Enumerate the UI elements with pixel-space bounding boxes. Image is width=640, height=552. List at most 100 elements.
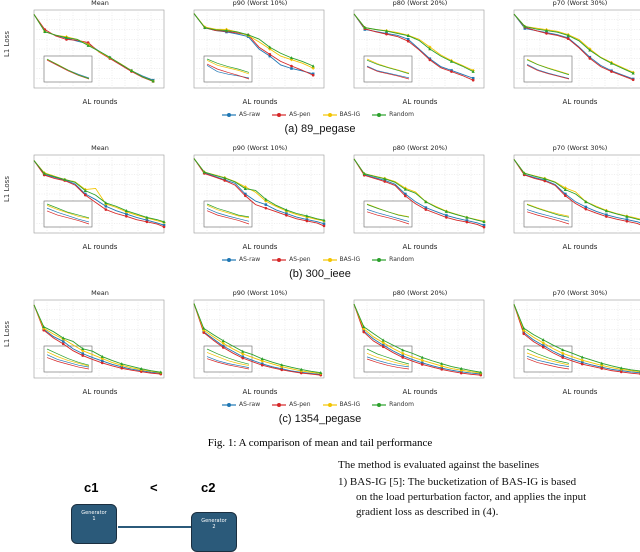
subfigure-caption: (a) 89_pegase [284,123,356,135]
marker-square [311,72,315,76]
marker-triangle [64,36,69,40]
marker-triangle [522,171,526,175]
marker-square [260,362,264,366]
inset-series-Random [206,58,250,73]
plot-area [513,9,640,89]
marker-square [381,343,385,347]
chart-title: p80 (Worst 20%) [392,144,448,152]
inset-series-AS-raw [366,209,410,222]
line-chart: Mean AL rounds [30,0,170,108]
marker-triangle [566,33,570,37]
chart-title: p80 (Worst 20%) [392,289,448,297]
marker-circle [561,356,565,359]
inset-series-AS-pen [526,211,570,225]
marker-circle [362,330,366,334]
marker-triangle [563,187,567,191]
series-line-AS-pen [193,13,314,76]
x-axis-label: AL rounds [82,388,118,396]
marker-circle [479,373,483,377]
inset-series-Random [366,59,410,75]
marker-square [564,192,567,196]
marker-circle [541,345,545,349]
marker-triangle [363,25,367,29]
inset-series-Random [366,348,410,365]
plot-area [193,299,325,379]
marker-circle [162,225,166,229]
marker-diamond [561,351,565,355]
chart-title: Mean [91,0,109,7]
marker-circle [440,368,444,371]
marker-square [145,218,149,222]
generator-1-box: Generator 1 [71,504,117,544]
marker-triangle [61,336,65,340]
marker-square [406,37,410,41]
marker-triangle [631,71,635,75]
legend-label: AS-raw [239,401,261,408]
inset-series-AS-raw [366,356,410,368]
marker-square [420,361,424,365]
inset-series-AS-pen [526,358,570,370]
legend-label: Random [389,256,414,263]
series-line-BAS-IG [513,304,640,373]
marker-circle [564,194,567,198]
marker-diamond [299,369,303,373]
legend-item: AS-raw [222,401,260,408]
list-item-1-cont: on the load perturbation factor, and app… [356,491,587,503]
x-axis-label: AL rounds [402,388,438,396]
inset-series-Random [206,203,250,218]
inset-series-Random [46,203,90,219]
marker-triangle [362,324,366,328]
series-line-AS-pen [513,304,640,375]
legend: AS-raw AS-pen BAS-IG Random [222,111,414,118]
marker-triangle [471,69,475,73]
x-axis-label: AL rounds [562,98,598,106]
marker-triangle [104,201,108,205]
body-text: The method is evaluated against the base… [338,459,539,471]
legend-item: AS-pen [272,401,311,408]
inset-frame [523,200,573,228]
series-line-AS-raw [513,304,640,374]
marker-triangle [459,366,463,370]
marker-square [100,359,104,363]
marker-triangle [264,197,268,201]
marker-circle [600,367,604,370]
marker-triangle [406,34,410,38]
inset-series-AS-pen [206,358,250,370]
marker-diamond [420,358,424,363]
inset-series-Random [366,204,410,218]
legend-item: AS-pen [272,111,311,118]
marker-square [221,344,225,348]
chart-title: p80 (Worst 20%) [392,0,448,7]
marker-triangle [224,28,229,32]
x-axis-label: AL rounds [242,243,278,251]
series-line-AS-pen [353,303,481,376]
marker-circle [285,213,288,217]
marker-triangle [440,361,444,365]
marker-square [584,205,588,209]
marker-circle [588,57,592,60]
line-chart: p70 (Worst 30%) AL rounds [510,144,640,253]
inset-series-AS-raw [526,64,570,79]
marker-circle [81,354,85,357]
legend: AS-raw AS-pen BAS-IG Random [222,401,414,408]
legend-item: Random [372,256,414,263]
c1-label: c1 [84,480,99,495]
series-line-Random [33,160,165,223]
legend-item: Random [372,111,414,118]
marker-triangle [609,61,614,65]
legend-label: AS-pen [289,111,311,118]
marker-circle [445,216,448,219]
inset-frame [43,200,93,228]
marker-circle [42,328,46,332]
marker-circle [566,37,570,41]
marker-triangle [81,347,85,351]
marker-circle [241,356,245,360]
marker-triangle [600,361,604,365]
marker-diamond [600,363,604,368]
series-line-Random [353,158,485,223]
series-line-AS-pen [193,303,321,376]
legend-label: AS-raw [239,111,261,118]
marker-circle [290,64,293,68]
marker-square [625,218,629,221]
legend-label: Random [389,111,414,118]
